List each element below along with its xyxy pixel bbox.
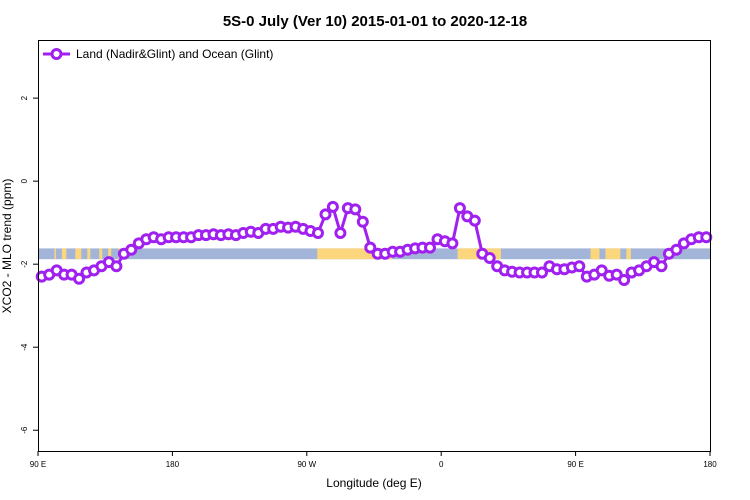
data-point [453, 202, 466, 215]
data-point [573, 260, 586, 273]
data-point [424, 241, 436, 254]
plot-frame [38, 40, 711, 452]
land-band-segment [108, 248, 112, 260]
data-point [468, 214, 481, 227]
data-point [73, 272, 86, 285]
data-point [312, 227, 324, 239]
land-band-segment [54, 248, 56, 260]
y-tick-label: -6 [20, 426, 29, 434]
land-band-segment [317, 248, 392, 260]
x-axis: 90 E 180 90 W 0 90 E 180 [30, 451, 717, 469]
x-tick-label: 180 [703, 460, 717, 469]
data-point [595, 264, 608, 277]
data-point [349, 203, 362, 216]
data-point [536, 266, 548, 279]
y-axis: 2 0 -2 -4 -6 [20, 95, 38, 434]
y-tick-label: -2 [20, 260, 29, 268]
data-point [319, 208, 332, 221]
land-band-segment [605, 248, 621, 260]
x-tick-label: 90 W [297, 460, 316, 469]
land-band-segment [61, 248, 67, 260]
legend-label: Land (Nadir&Glint) and Ocean (Glint) [76, 47, 273, 61]
data-point [610, 268, 623, 281]
data-point [356, 215, 369, 228]
data-point [125, 243, 138, 256]
legend: Land (Nadir&Glint) and Ocean (Glint) [43, 47, 273, 61]
data-point [670, 243, 683, 256]
series-layer [35, 200, 713, 286]
y-tick-label: 2 [20, 95, 29, 100]
data-point [655, 260, 668, 273]
x-tick-label: 180 [166, 460, 180, 469]
data-point [446, 237, 459, 250]
y-tick-label: 0 [20, 178, 29, 183]
x-tick-label: 90 E [30, 460, 46, 469]
data-point [326, 200, 339, 213]
land-band-segment [590, 248, 600, 260]
land-band-segment [87, 248, 91, 260]
land-band-segment [99, 248, 103, 260]
x-tick-label: 90 E [567, 460, 583, 469]
data-point [334, 227, 347, 239]
chart-title: 5S-0 July (Ver 10) 2015-01-01 to 2020-12… [223, 13, 527, 30]
y-tick-label: -4 [20, 343, 29, 351]
land-band-segment [75, 248, 82, 260]
x-tick-label: 0 [439, 460, 444, 469]
data-point [364, 241, 377, 254]
data-point [483, 252, 496, 264]
legend-point-marker [50, 48, 63, 60]
data-point [110, 260, 123, 273]
data-point [618, 274, 631, 286]
y-axis-label: XCO2 - MLO trend (ppm) [0, 179, 14, 314]
land-band-segment [626, 248, 631, 260]
x-axis-label: Longitude (deg E) [326, 476, 421, 490]
data-point [700, 231, 713, 244]
